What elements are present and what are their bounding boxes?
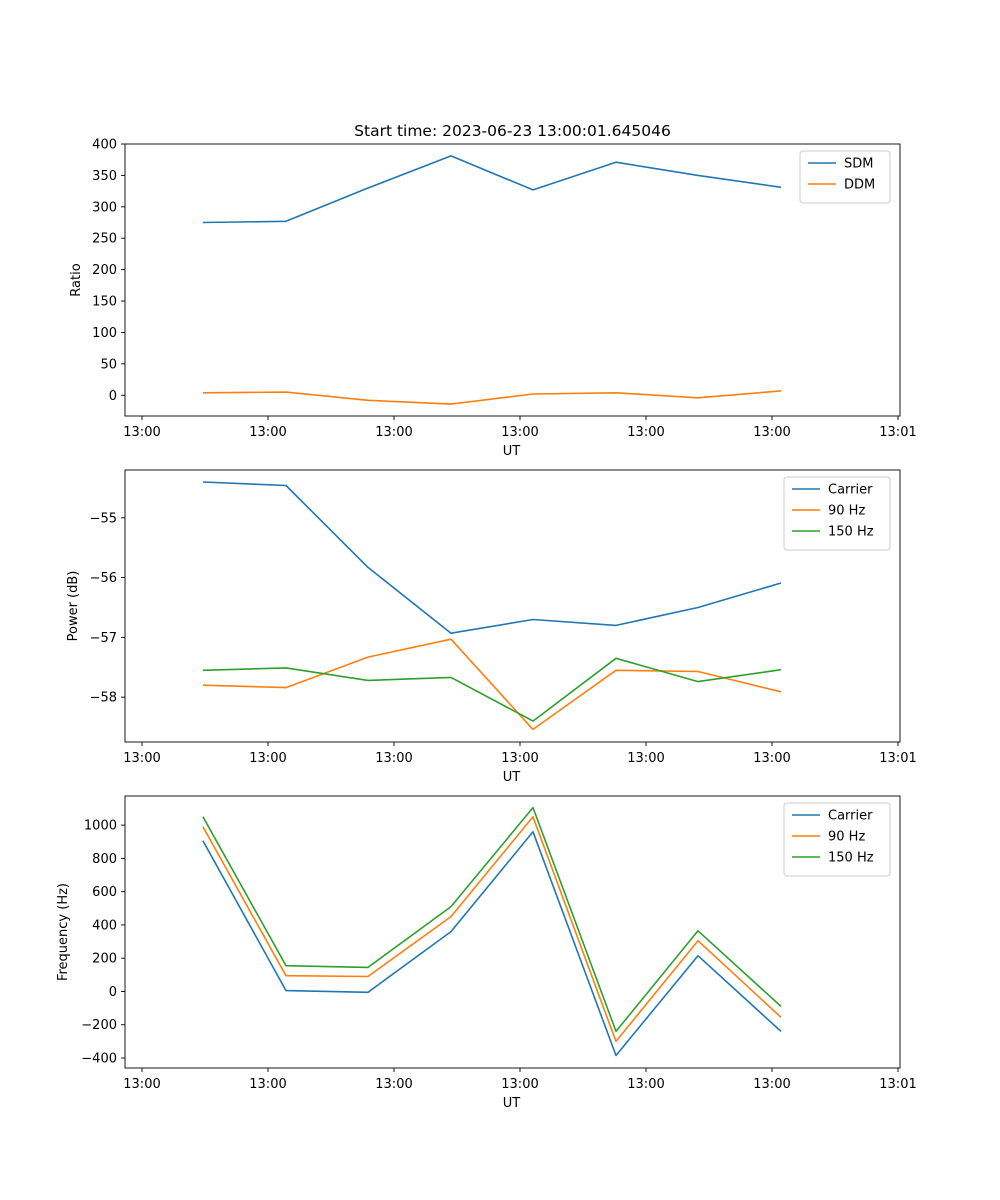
x-tick-label: 13:01 bbox=[879, 751, 916, 766]
x-tick-label: 13:00 bbox=[375, 751, 412, 766]
legend-label: DDM bbox=[844, 178, 875, 193]
axes-frame bbox=[124, 469, 901, 743]
chart-panel-3: 13:00 13:00 13:00 13:00 13:00 13:00 13:01 −400 −… bbox=[56, 795, 917, 1111]
axes-frame bbox=[124, 143, 901, 417]
series-line-150-hz bbox=[202, 657, 782, 722]
x-tick-label: 13:00 bbox=[501, 1077, 538, 1092]
x-tick-label: 13:01 bbox=[879, 425, 916, 440]
y-tick-label: 0 bbox=[109, 389, 117, 404]
x-tick-label: 13:00 bbox=[627, 425, 664, 440]
x-tick-label: 13:01 bbox=[879, 1077, 916, 1092]
x-tick-label: 13:00 bbox=[123, 1077, 160, 1092]
x-tick-label: 13:00 bbox=[375, 1077, 412, 1092]
y-axis-label: Frequency (Hz) bbox=[56, 883, 71, 981]
x-tick-label: 13:00 bbox=[249, 751, 286, 766]
x-axis-label: UT bbox=[503, 444, 521, 459]
y-tick-label: 400 bbox=[92, 918, 117, 933]
legend-label: Carrier bbox=[828, 483, 873, 498]
y-tick-label: 350 bbox=[92, 169, 117, 184]
y-tick-label: 300 bbox=[92, 200, 117, 215]
legend: SDM DDM bbox=[799, 150, 891, 204]
x-tick-label: 13:00 bbox=[753, 751, 790, 766]
series-line-90-hz bbox=[202, 638, 782, 731]
x-tick-label: 13:00 bbox=[123, 751, 160, 766]
chart-panel-2: 13:00 13:00 13:00 13:00 13:00 13:00 13:01 −58 −5… bbox=[66, 469, 917, 785]
legend-box bbox=[799, 150, 891, 204]
y-tick-label: 200 bbox=[92, 952, 117, 967]
y-tick-label: 50 bbox=[100, 357, 117, 372]
y-tick-label: 800 bbox=[92, 852, 117, 867]
x-tick-label: 13:00 bbox=[627, 751, 664, 766]
legend-label: 150 Hz bbox=[828, 525, 874, 540]
x-tick-label: 13:00 bbox=[753, 425, 790, 440]
series-line-sdm bbox=[202, 155, 782, 224]
y-axis-label: Ratio bbox=[69, 263, 84, 296]
chart-panel-1: Start time: 2023-06-23 13:00:01.645046 13… bbox=[69, 122, 917, 459]
x-tick-label: 13:00 bbox=[249, 1077, 286, 1092]
y-tick-label: −56 bbox=[90, 571, 117, 586]
y-axis-label: Power (dB) bbox=[66, 571, 81, 642]
y-tick-label: −58 bbox=[90, 691, 117, 706]
x-tick-label: 13:00 bbox=[753, 1077, 790, 1092]
y-tick-label: 600 bbox=[92, 885, 117, 900]
series-line-carrier bbox=[202, 481, 782, 635]
y-tick-label: −55 bbox=[90, 511, 117, 526]
x-tick-label: 13:00 bbox=[501, 751, 538, 766]
x-tick-label: 13:00 bbox=[375, 425, 412, 440]
series-line-ddm bbox=[202, 390, 782, 405]
y-tick-label: 150 bbox=[92, 295, 117, 310]
y-tick-label: 1000 bbox=[84, 819, 117, 834]
x-tick-label: 13:00 bbox=[501, 425, 538, 440]
x-tick-label: 13:00 bbox=[123, 425, 160, 440]
legend-label: 90 Hz bbox=[828, 830, 865, 845]
series-line-90-hz bbox=[202, 815, 782, 1043]
axes-frame bbox=[124, 795, 901, 1069]
y-tick-label: 200 bbox=[92, 263, 117, 278]
legend-label: SDM bbox=[844, 157, 873, 172]
x-axis-label: UT bbox=[503, 770, 521, 785]
y-tick-label: 250 bbox=[92, 232, 117, 247]
chart-title: Start time: 2023-06-23 13:00:01.645046 bbox=[354, 122, 671, 140]
y-tick-label: −400 bbox=[81, 1052, 117, 1067]
y-tick-label: 400 bbox=[92, 138, 117, 153]
legend: Carrier 90 Hz 150 Hz bbox=[783, 476, 891, 551]
legend-label: 90 Hz bbox=[828, 504, 865, 519]
legend: Carrier 90 Hz 150 Hz bbox=[783, 802, 891, 877]
y-tick-label: −57 bbox=[90, 631, 117, 646]
y-tick-label: 0 bbox=[109, 985, 117, 1000]
x-tick-label: 13:00 bbox=[249, 425, 286, 440]
series-line-150-hz bbox=[202, 806, 782, 1033]
series-line-carrier bbox=[202, 830, 782, 1057]
legend-label: 150 Hz bbox=[828, 851, 874, 866]
y-tick-label: 100 bbox=[92, 326, 117, 341]
x-axis-label: UT bbox=[503, 1096, 521, 1111]
legend-label: Carrier bbox=[828, 809, 873, 824]
y-tick-label: −200 bbox=[81, 1018, 117, 1033]
x-tick-label: 13:00 bbox=[627, 1077, 664, 1092]
